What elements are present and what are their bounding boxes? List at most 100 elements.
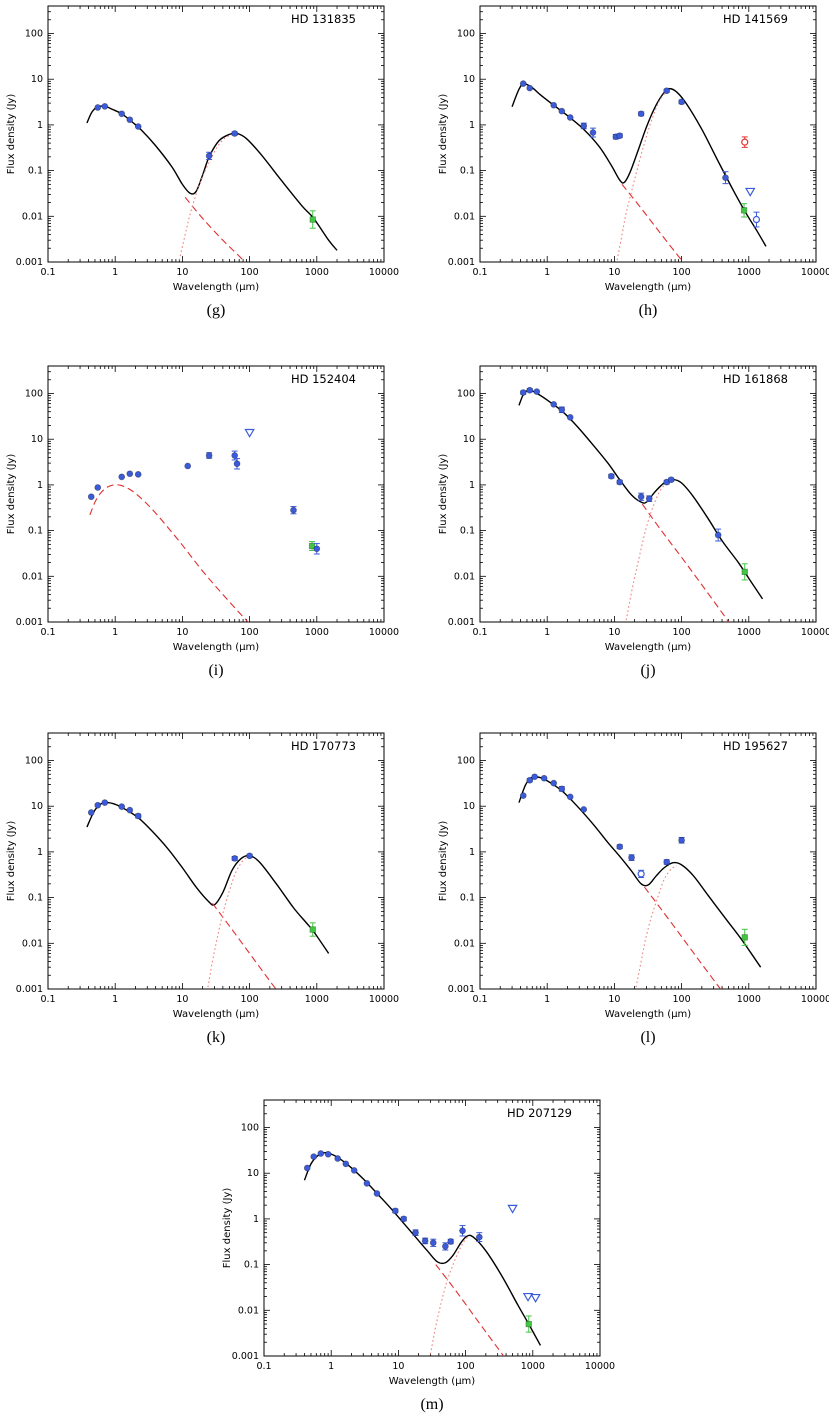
data-points xyxy=(87,799,316,937)
sed-plot-svg: 0.1 1 10 100 1000 10000 0.001 0.01 0.1 1 10 100 Wave… xyxy=(222,1099,615,1387)
y-axis-label: Flux density (Jy) xyxy=(438,454,449,535)
y-axis-label: Flux density (Jy) xyxy=(222,1188,233,1269)
svg-text:0.1: 0.1 xyxy=(460,526,475,537)
point-marker xyxy=(118,473,126,481)
point-marker xyxy=(566,114,574,121)
point-marker xyxy=(550,779,558,787)
point-marker xyxy=(231,452,239,459)
svg-text:100: 100 xyxy=(25,756,43,767)
line-total-model xyxy=(86,801,330,954)
line-photosphere xyxy=(89,484,249,622)
svg-text:10: 10 xyxy=(31,434,43,445)
plot-frame xyxy=(47,732,385,990)
svg-text:0.1: 0.1 xyxy=(28,526,43,537)
svg-text:0.1: 0.1 xyxy=(28,166,43,177)
point-marker xyxy=(558,785,566,793)
point-marker xyxy=(558,107,566,115)
svg-text:1000: 1000 xyxy=(305,627,329,638)
svg-text:0.001: 0.001 xyxy=(16,617,43,628)
point-marker xyxy=(526,386,534,394)
svg-text:100: 100 xyxy=(673,267,691,278)
point-marker xyxy=(741,138,749,146)
point-marker xyxy=(459,1227,466,1235)
tick-labels: 0.1 1 10 100 1000 10000 0.001 0.01 0.1 1 10 100 xyxy=(16,389,399,638)
line-dust-blackbody xyxy=(207,855,250,988)
model-lines xyxy=(86,801,330,989)
axis-ticks xyxy=(479,732,817,990)
sed-plot-svg: 0.1 1 10 100 1000 10000 0.001 0.01 0.1 1 10 100 Wave… xyxy=(6,732,399,1020)
point-marker xyxy=(205,452,213,459)
point-marker xyxy=(580,122,588,130)
svg-text:0.1: 0.1 xyxy=(40,267,55,278)
point-marker xyxy=(667,476,675,484)
point-marker xyxy=(475,1233,483,1241)
point-marker xyxy=(412,1229,419,1237)
point-marker xyxy=(558,406,566,414)
point-marker xyxy=(566,793,574,801)
svg-text:10000: 10000 xyxy=(369,267,399,278)
svg-text:10000: 10000 xyxy=(801,267,829,278)
svg-text:1: 1 xyxy=(112,627,118,638)
point-marker xyxy=(525,1320,532,1328)
svg-text:0.1: 0.1 xyxy=(40,627,55,638)
point-marker xyxy=(678,98,685,106)
line-total-model xyxy=(518,389,764,600)
svg-text:10: 10 xyxy=(463,74,475,85)
model-lines xyxy=(303,1152,542,1356)
point-marker xyxy=(519,80,527,87)
point-marker xyxy=(134,812,142,820)
line-total-model xyxy=(86,105,338,251)
svg-text:100: 100 xyxy=(241,1123,259,1134)
point-marker xyxy=(533,388,541,395)
x-axis-label: Wavelength (μm) xyxy=(173,1009,260,1020)
sed-panel-h: 0.1 1 10 100 1000 10000 0.001 0.01 0.1 1 10 100 Wave… xyxy=(434,0,829,340)
y-axis-label: Flux density (Jy) xyxy=(438,94,449,175)
line-dust-blackbody xyxy=(625,479,672,621)
point-marker xyxy=(741,568,748,576)
svg-text:0.1: 0.1 xyxy=(28,893,43,904)
svg-text:1000: 1000 xyxy=(737,267,761,278)
svg-text:0.1: 0.1 xyxy=(472,627,487,638)
tick-labels: 0.1 1 10 100 1000 10000 0.001 0.01 0.1 1 10 100 xyxy=(448,389,829,638)
data-points xyxy=(519,80,761,228)
svg-text:10: 10 xyxy=(176,994,188,1005)
line-total-model xyxy=(518,775,762,968)
point-marker xyxy=(309,926,316,933)
model-lines xyxy=(86,105,338,262)
point-marker xyxy=(126,470,134,478)
line-photosphere xyxy=(184,196,246,262)
svg-text:100: 100 xyxy=(457,29,475,40)
model-lines xyxy=(518,389,764,622)
axis-ticks xyxy=(263,1099,601,1357)
svg-text:0.01: 0.01 xyxy=(22,211,43,222)
svg-text:10: 10 xyxy=(608,267,620,278)
svg-text:1: 1 xyxy=(253,1214,259,1225)
point-marker xyxy=(118,803,126,810)
x-axis-label: Wavelength (μm) xyxy=(605,642,692,653)
svg-text:10: 10 xyxy=(392,1361,404,1372)
sed-panel-g: 0.1 1 10 100 1000 10000 0.001 0.01 0.1 1 10 100 Wave… xyxy=(2,0,402,340)
point-marker xyxy=(126,806,134,814)
data-points xyxy=(303,1150,541,1333)
line-dust-blackbody xyxy=(635,865,678,988)
point-marker xyxy=(184,462,192,470)
y-axis-label: Flux density (Jy) xyxy=(6,94,17,175)
point-marker xyxy=(317,1150,325,1157)
point-marker xyxy=(373,1190,381,1197)
point-marker xyxy=(616,478,624,486)
tick-labels: 0.1 1 10 100 1000 10000 0.001 0.01 0.1 1 10 100 xyxy=(448,756,829,1005)
svg-text:10000: 10000 xyxy=(369,627,399,638)
svg-text:0.01: 0.01 xyxy=(22,571,43,582)
point-marker xyxy=(309,216,316,223)
svg-text:0.1: 0.1 xyxy=(40,994,55,1005)
point-marker xyxy=(400,1215,408,1223)
svg-text:1000: 1000 xyxy=(305,267,329,278)
svg-text:0.1: 0.1 xyxy=(244,1260,259,1271)
point-marker xyxy=(118,110,126,118)
svg-text:1: 1 xyxy=(469,847,475,858)
svg-text:10: 10 xyxy=(608,994,620,1005)
svg-text:0.001: 0.001 xyxy=(16,984,43,995)
point-marker xyxy=(290,506,297,514)
svg-text:1: 1 xyxy=(544,994,550,1005)
point-marker xyxy=(637,110,645,118)
